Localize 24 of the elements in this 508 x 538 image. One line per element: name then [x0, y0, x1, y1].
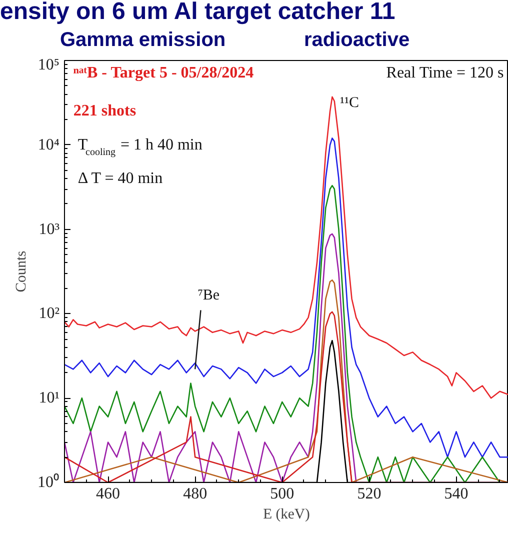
- y-tick-label: 10²: [38, 305, 60, 322]
- x-tick-label: 540: [444, 486, 468, 502]
- y-tick-label: 10⁰: [38, 473, 60, 491]
- line-series: [64, 96, 508, 399]
- y-tick-label: 10⁴: [38, 136, 60, 154]
- annotation: Real Time = 120 s: [386, 64, 504, 82]
- y-tick-label: 10¹: [38, 390, 60, 407]
- x-tick-label: 480: [183, 486, 208, 502]
- x-axis-title: E (keV): [263, 506, 310, 522]
- chart-title: ensity on 6 um Al target catcher 11: [0, 0, 396, 25]
- y-axis-title: Counts: [14, 250, 30, 292]
- y-tick-label: 10³: [38, 220, 60, 238]
- annotation: ⁷Be: [198, 288, 220, 304]
- annotation: 221 shots: [73, 102, 136, 120]
- annotation: ⁿᵃᵗB - Target 5 - 05/28/2024: [73, 64, 254, 82]
- x-tick-label: 500: [270, 486, 294, 502]
- annotation: ¹¹C: [340, 94, 360, 111]
- text: Gamma emission: [59, 29, 226, 51]
- x-tick-label: 520: [357, 486, 382, 502]
- text: radioactive: [303, 29, 410, 51]
- annotation: Δ T = 40 min: [78, 170, 163, 188]
- y-tick-label: 10⁵: [38, 56, 60, 74]
- line-series: [64, 138, 508, 458]
- x-tick-label: 460: [96, 486, 120, 502]
